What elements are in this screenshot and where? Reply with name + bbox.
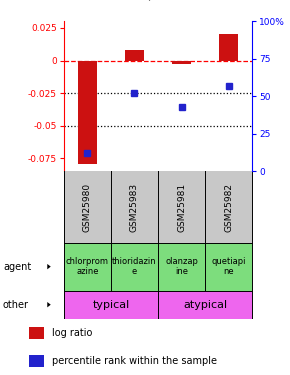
- Bar: [29, 327, 44, 339]
- Text: quetiapi
ne: quetiapi ne: [211, 257, 246, 276]
- Bar: [78, 60, 97, 164]
- Bar: [29, 355, 44, 367]
- Text: other: other: [3, 300, 29, 310]
- Text: GDS775 / 20566: GDS775 / 20566: [88, 0, 202, 2]
- Bar: [172, 60, 191, 64]
- Text: log ratio: log ratio: [52, 328, 93, 338]
- Bar: [125, 50, 144, 60]
- Bar: [219, 34, 238, 60]
- Text: GSM25982: GSM25982: [224, 183, 233, 231]
- Text: percentile rank within the sample: percentile rank within the sample: [52, 356, 217, 366]
- Text: GSM25980: GSM25980: [83, 183, 92, 231]
- Text: atypical: atypical: [183, 300, 227, 310]
- Text: olanzap
ine: olanzap ine: [165, 257, 198, 276]
- Text: chlorprom
azine: chlorprom azine: [66, 257, 109, 276]
- Text: GSM25981: GSM25981: [177, 183, 186, 231]
- Text: thioridazin
e: thioridazin e: [112, 257, 157, 276]
- Text: agent: agent: [3, 262, 31, 272]
- Text: typical: typical: [92, 300, 130, 310]
- Text: GSM25983: GSM25983: [130, 183, 139, 231]
